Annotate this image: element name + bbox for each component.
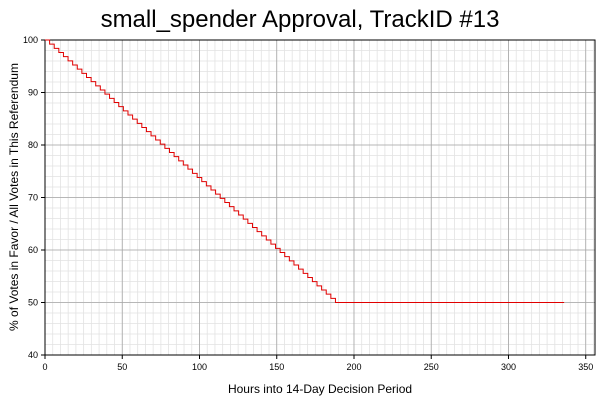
x-tick-label: 350 bbox=[578, 362, 593, 372]
x-axis-label: Hours into 14-Day Decision Period bbox=[227, 382, 413, 396]
x-tick-label: 200 bbox=[346, 362, 361, 372]
y-tick-label: 40 bbox=[28, 350, 38, 360]
x-tick-label: 150 bbox=[269, 362, 284, 372]
x-tick-label: 300 bbox=[501, 362, 516, 372]
x-axis-ticks: 0 50 100 150 200 250 300 350 bbox=[42, 355, 593, 372]
y-tick-label: 80 bbox=[28, 140, 38, 150]
x-tick-label: 100 bbox=[192, 362, 207, 372]
y-tick-label: 60 bbox=[28, 245, 38, 255]
y-tick-label: 90 bbox=[28, 88, 38, 98]
y-tick-label: 50 bbox=[28, 298, 38, 308]
chart-title: small_spender Approval, TrackID #13 bbox=[100, 6, 500, 33]
major-gridlines bbox=[45, 40, 595, 355]
series-line bbox=[45, 39, 565, 303]
x-tick-label: 0 bbox=[42, 362, 47, 372]
x-tick-label: 50 bbox=[117, 362, 127, 372]
y-tick-label: 70 bbox=[28, 193, 38, 203]
y-axis-ticks: 40 50 60 70 80 90 100 bbox=[23, 35, 45, 360]
y-tick-label: 100 bbox=[23, 35, 38, 45]
x-tick-label: 250 bbox=[424, 362, 439, 372]
series-layer bbox=[45, 39, 565, 303]
y-axis-label: % of Votes in Favor / All Votes in This … bbox=[7, 63, 21, 331]
